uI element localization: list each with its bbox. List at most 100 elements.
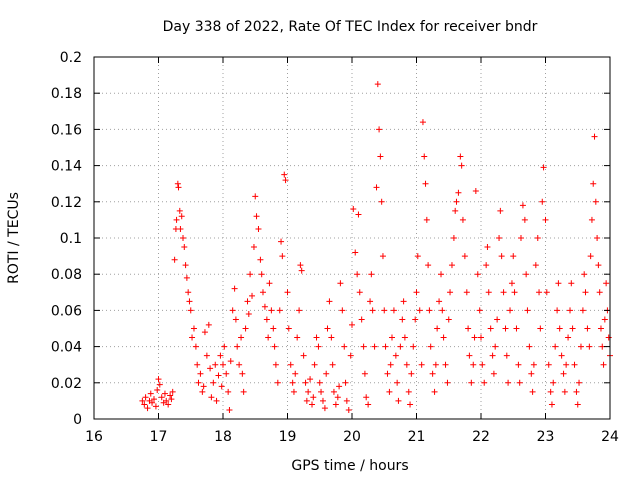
- data-point: [605, 334, 612, 341]
- data-point: [573, 388, 580, 395]
- data-point: [253, 213, 260, 220]
- data-point: [485, 289, 492, 296]
- data-points: [139, 81, 613, 413]
- data-point: [178, 213, 185, 220]
- data-point: [397, 343, 404, 350]
- data-point: [175, 184, 182, 191]
- data-point: [261, 303, 268, 310]
- data-point: [422, 180, 429, 187]
- data-point: [540, 164, 547, 171]
- data-point: [292, 370, 299, 377]
- data-point: [323, 370, 330, 377]
- data-point: [169, 388, 176, 395]
- data-point: [405, 388, 412, 395]
- data-point: [252, 193, 259, 200]
- data-point: [244, 298, 251, 305]
- data-point: [334, 394, 341, 401]
- data-point: [597, 325, 604, 332]
- y-tick-label: 0.02: [51, 376, 82, 392]
- data-point: [376, 126, 383, 133]
- data-point: [426, 307, 433, 314]
- data-point: [270, 325, 277, 332]
- data-point: [345, 406, 352, 413]
- data-point: [189, 334, 196, 341]
- data-point: [141, 401, 148, 408]
- data-point: [529, 388, 536, 395]
- data-point: [149, 399, 156, 406]
- data-point: [300, 352, 307, 359]
- data-point: [381, 307, 388, 314]
- data-point: [567, 307, 574, 314]
- data-point: [592, 198, 599, 205]
- data-point: [163, 397, 170, 404]
- data-point: [303, 397, 310, 404]
- data-point: [236, 361, 243, 368]
- data-point: [287, 361, 294, 368]
- x-tick-label: 20: [343, 429, 361, 445]
- data-point: [466, 352, 473, 359]
- data-point: [227, 358, 234, 365]
- y-tick-label: 0.04: [51, 340, 82, 356]
- data-point: [377, 153, 384, 160]
- data-point: [197, 370, 204, 377]
- data-point: [407, 401, 414, 408]
- data-point: [463, 289, 470, 296]
- data-point: [168, 396, 175, 403]
- y-tick-label: 0.1: [60, 231, 82, 247]
- data-point: [208, 394, 215, 401]
- data-point: [152, 403, 159, 410]
- data-point: [173, 216, 180, 223]
- data-point: [183, 274, 190, 281]
- data-point: [484, 244, 491, 251]
- data-point: [324, 325, 331, 332]
- data-point: [247, 271, 254, 278]
- data-point: [165, 401, 172, 408]
- y-tick-label: 0.16: [51, 122, 82, 138]
- data-point: [358, 316, 365, 323]
- data-point: [503, 352, 510, 359]
- data-point: [258, 271, 265, 278]
- data-point: [349, 321, 355, 328]
- data-point: [414, 253, 421, 260]
- data-point: [468, 379, 475, 386]
- data-point: [294, 334, 301, 341]
- data-point: [176, 207, 183, 214]
- data-point: [139, 397, 146, 404]
- data-point: [594, 235, 601, 241]
- data-point: [452, 207, 459, 214]
- y-axis-label: ROTI / TECUs: [6, 192, 22, 284]
- data-point: [596, 289, 603, 296]
- data-point: [476, 307, 483, 314]
- data-point: [505, 379, 512, 386]
- data-point: [223, 370, 230, 377]
- data-point: [199, 388, 206, 395]
- data-point: [205, 321, 212, 328]
- data-point: [282, 177, 289, 184]
- data-point: [321, 405, 328, 412]
- data-point: [266, 280, 273, 287]
- data-point: [519, 202, 526, 209]
- data-point: [186, 298, 193, 305]
- data-point: [332, 401, 339, 408]
- data-point: [481, 379, 488, 386]
- data-point: [316, 379, 323, 386]
- data-point: [180, 235, 187, 241]
- data-point: [240, 388, 247, 395]
- y-tick-label: 0.14: [51, 159, 82, 175]
- chart-title: Day 338 of 2022, Rate Of TEC Index for r…: [163, 19, 538, 35]
- data-point: [508, 280, 515, 287]
- data-point: [445, 316, 452, 323]
- data-point: [601, 316, 608, 323]
- data-point: [386, 388, 393, 395]
- data-point: [232, 316, 239, 323]
- x-tick-label: 18: [214, 429, 232, 445]
- data-point: [154, 387, 161, 394]
- data-point: [220, 361, 226, 368]
- data-point: [394, 379, 401, 386]
- y-tick-label: 0.06: [51, 303, 82, 319]
- data-point: [210, 379, 217, 386]
- data-point: [369, 307, 376, 314]
- data-point: [560, 370, 567, 377]
- x-tick-label: 23: [537, 429, 555, 445]
- data-point: [457, 153, 464, 160]
